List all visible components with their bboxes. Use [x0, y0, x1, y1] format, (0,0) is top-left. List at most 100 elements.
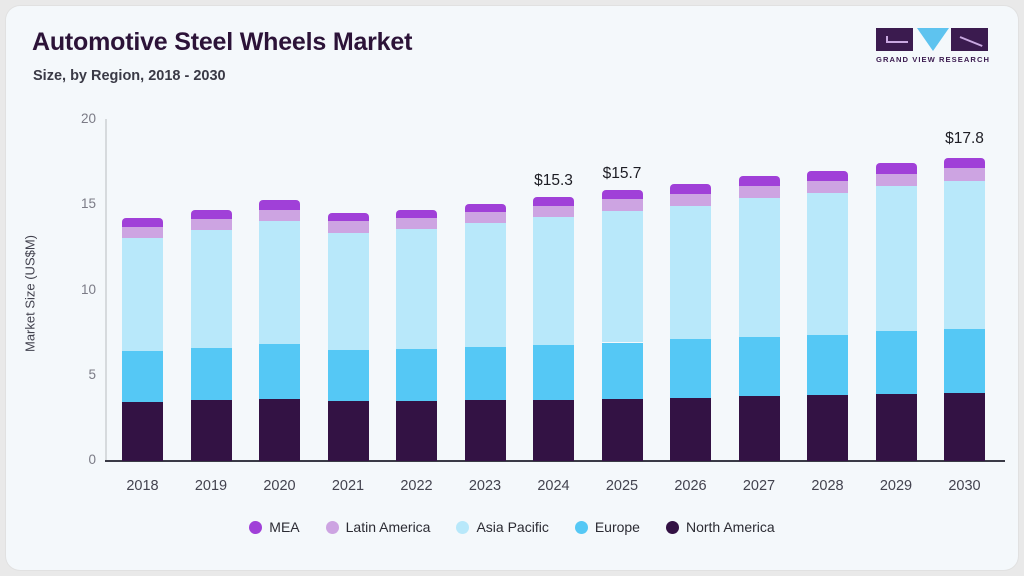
bar-segment[interactable]	[122, 226, 163, 238]
bar-segment[interactable]	[875, 163, 917, 174]
bar-segment[interactable]	[259, 220, 300, 345]
bar-group[interactable]	[807, 6, 848, 461]
bar-segment[interactable]	[533, 196, 574, 207]
bar-segment[interactable]	[122, 218, 163, 227]
bar-segment[interactable]	[875, 393, 917, 461]
y-axis-tick-label: 20	[80, 111, 96, 126]
bar-segment[interactable]	[464, 223, 506, 347]
bar-segment[interactable]	[944, 392, 985, 461]
bar-segment[interactable]	[122, 237, 163, 352]
chart-header: Automotive Steel Wheels Market Size, by …	[6, 6, 1018, 102]
bar-segment[interactable]	[601, 189, 643, 200]
bar-group[interactable]	[190, 6, 232, 461]
y-axis-line	[105, 119, 107, 460]
bar-segment[interactable]	[327, 221, 369, 233]
bar-segment[interactable]	[533, 399, 574, 461]
chart-card: Automotive Steel Wheels Market Size, by …	[6, 6, 1018, 570]
bar-segment[interactable]	[601, 211, 643, 343]
page-title: Automotive Steel Wheels Market	[32, 28, 413, 56]
bar-segment[interactable]	[944, 167, 985, 181]
legend-item[interactable]: Latin America	[325, 519, 430, 535]
bar-segment[interactable]	[670, 339, 711, 398]
bar-segment[interactable]	[396, 349, 437, 402]
legend-item[interactable]: Europe	[574, 519, 640, 535]
bar-segment[interactable]	[601, 199, 643, 212]
legend-label: Asia Pacific	[476, 519, 549, 535]
x-axis-tick-label: 2018	[126, 478, 159, 494]
bar-segment[interactable]	[464, 346, 506, 401]
bar-segment[interactable]	[396, 229, 437, 350]
bar-segment[interactable]	[533, 345, 574, 400]
bar-segment[interactable]	[190, 400, 232, 461]
grand-view-research-logo: GRAND VIEW RESEARCH	[876, 28, 989, 68]
bar-segment[interactable]	[944, 157, 985, 168]
bar-segment[interactable]	[464, 203, 506, 213]
bar-segment[interactable]	[327, 212, 369, 222]
bar-segment[interactable]	[738, 336, 780, 397]
bar-segment[interactable]	[738, 186, 780, 199]
bar-group[interactable]	[601, 6, 643, 461]
bar-segment[interactable]	[327, 232, 369, 351]
bar-segment[interactable]	[259, 200, 300, 210]
legend-swatch-icon	[456, 520, 470, 534]
bar-group[interactable]	[327, 6, 369, 461]
bar-group[interactable]	[396, 6, 437, 461]
bar-group[interactable]	[738, 6, 780, 461]
bar-segment[interactable]	[122, 351, 163, 403]
legend-item[interactable]: Asia Pacific	[456, 519, 549, 535]
bar-segment[interactable]	[670, 183, 711, 195]
legend-label: North America	[685, 519, 775, 535]
bar-group[interactable]	[122, 6, 163, 461]
bar-group[interactable]	[259, 6, 300, 461]
bar-segment[interactable]	[807, 181, 848, 194]
bar-segment[interactable]	[875, 331, 917, 394]
y-axis-tick-label: 5	[88, 366, 96, 382]
bar-group[interactable]	[670, 6, 711, 461]
x-axis-tick-label: 2022	[400, 478, 433, 494]
bar-segment[interactable]	[601, 342, 643, 399]
legend-swatch-icon	[665, 520, 679, 534]
bar-segment[interactable]	[738, 198, 780, 337]
bar-segment[interactable]	[259, 398, 300, 461]
bar-segment[interactable]	[122, 402, 163, 461]
bar-segment[interactable]	[807, 334, 848, 396]
bar-segment[interactable]	[533, 217, 574, 346]
bar-segment[interactable]	[944, 328, 985, 393]
bar-segment[interactable]	[944, 180, 985, 329]
x-axis-tick-label: 2020	[263, 478, 296, 494]
x-axis-tick-label: 2026	[674, 478, 707, 494]
bar-segment[interactable]	[396, 218, 437, 230]
bar-segment[interactable]	[327, 350, 369, 402]
bar-segment[interactable]	[464, 212, 506, 224]
bar-group[interactable]	[875, 6, 917, 461]
legend-swatch-icon	[574, 520, 588, 534]
legend-item[interactable]: MEA	[249, 519, 300, 535]
bar-segment[interactable]	[259, 344, 300, 399]
bar-segment[interactable]	[670, 194, 711, 207]
bar-segment[interactable]	[875, 173, 917, 187]
bar-segment[interactable]	[190, 210, 232, 219]
bar-segment[interactable]	[396, 209, 437, 219]
bar-segment[interactable]	[396, 401, 437, 461]
bar-segment[interactable]	[533, 206, 574, 218]
bar-segment[interactable]	[738, 176, 780, 187]
bar-segment[interactable]	[875, 186, 917, 332]
bar-segment[interactable]	[259, 209, 300, 221]
bar-segment[interactable]	[670, 397, 711, 461]
bar-segment[interactable]	[190, 229, 232, 349]
bar-segment[interactable]	[601, 398, 643, 461]
bar-segment[interactable]	[190, 218, 232, 230]
bar-segment[interactable]	[327, 401, 369, 461]
bar-segment[interactable]	[738, 396, 780, 461]
y-axis-tick-label: 10	[80, 281, 96, 297]
bar-segment[interactable]	[464, 400, 506, 461]
bar-segment[interactable]	[190, 348, 232, 401]
bar-segment[interactable]	[807, 395, 848, 461]
bar-segment[interactable]	[807, 193, 848, 335]
legend-item[interactable]: North America	[665, 519, 775, 535]
bar-group[interactable]	[533, 6, 574, 461]
bar-segment[interactable]	[807, 171, 848, 182]
bar-group[interactable]	[944, 6, 985, 461]
bar-group[interactable]	[464, 6, 506, 461]
bar-segment[interactable]	[670, 206, 711, 340]
